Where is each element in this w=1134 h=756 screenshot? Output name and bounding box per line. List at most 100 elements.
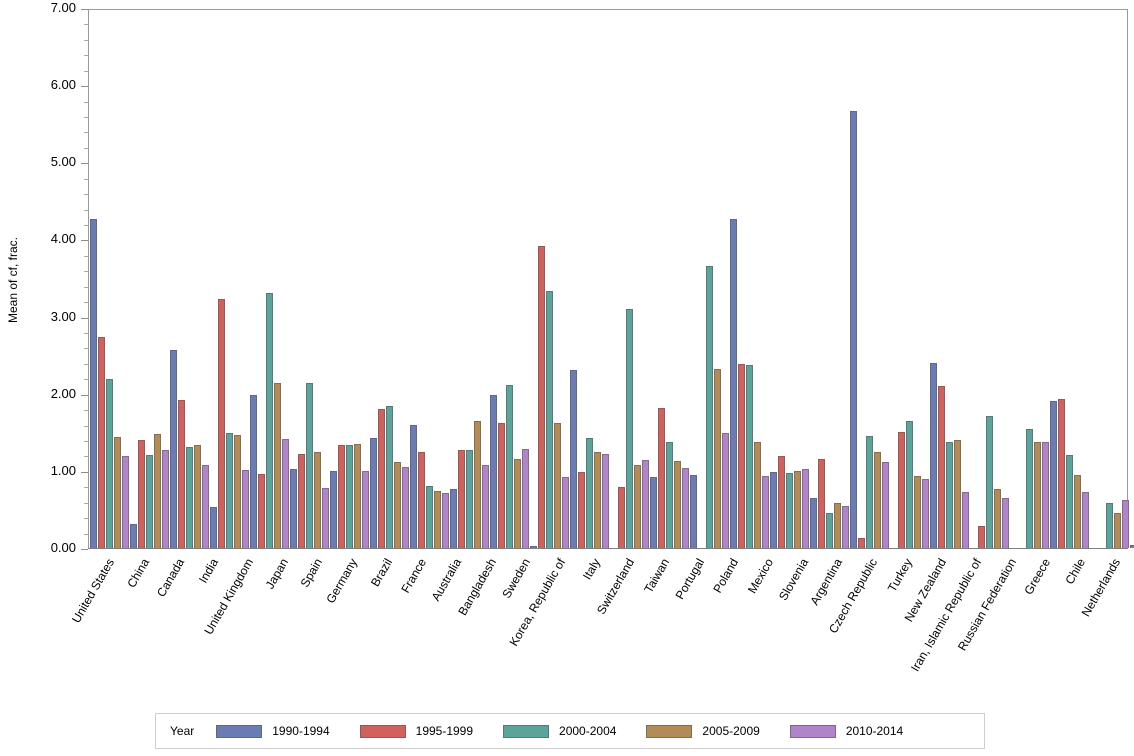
- bar[interactable]: [689, 474, 697, 548]
- bar[interactable]: [713, 369, 721, 548]
- bar[interactable]: [929, 362, 937, 548]
- legend-item[interactable]: 1990-1994: [216, 724, 330, 738]
- bar[interactable]: [665, 441, 673, 548]
- bar[interactable]: [737, 364, 745, 548]
- bar[interactable]: [313, 452, 321, 548]
- bar[interactable]: [705, 266, 713, 548]
- bar[interactable]: [393, 461, 401, 548]
- bar[interactable]: [161, 450, 169, 548]
- bar[interactable]: [241, 470, 249, 548]
- bar[interactable]: [729, 219, 737, 548]
- bar[interactable]: [153, 433, 161, 548]
- bar[interactable]: [97, 336, 105, 548]
- bar[interactable]: [657, 407, 665, 548]
- bar[interactable]: [801, 468, 809, 548]
- bar[interactable]: [209, 507, 217, 548]
- bar[interactable]: [1025, 429, 1033, 548]
- bar[interactable]: [561, 477, 569, 548]
- bar[interactable]: [945, 442, 953, 548]
- bar[interactable]: [993, 488, 1001, 548]
- bar[interactable]: [505, 385, 513, 548]
- bar[interactable]: [473, 420, 481, 548]
- bar[interactable]: [593, 451, 601, 548]
- bar[interactable]: [1065, 454, 1073, 548]
- bar[interactable]: [481, 465, 489, 548]
- bar[interactable]: [425, 486, 433, 548]
- bar[interactable]: [1073, 474, 1081, 548]
- bar[interactable]: [753, 441, 761, 548]
- bar[interactable]: [193, 445, 201, 548]
- bar[interactable]: [177, 399, 185, 548]
- bar[interactable]: [249, 394, 257, 548]
- bar[interactable]: [185, 446, 193, 548]
- bar[interactable]: [825, 513, 833, 548]
- bar[interactable]: [1041, 442, 1049, 548]
- bar[interactable]: [273, 382, 281, 548]
- bar[interactable]: [385, 406, 393, 548]
- bar[interactable]: [337, 444, 345, 548]
- bar[interactable]: [857, 537, 865, 548]
- legend-item[interactable]: 2000-2004: [503, 724, 616, 738]
- bar[interactable]: [849, 110, 857, 548]
- bar[interactable]: [1033, 441, 1041, 548]
- bar[interactable]: [297, 453, 305, 548]
- bar[interactable]: [105, 379, 113, 548]
- bar[interactable]: [1057, 399, 1065, 548]
- bar[interactable]: [217, 298, 225, 548]
- bar[interactable]: [497, 423, 505, 548]
- bar[interactable]: [449, 489, 457, 548]
- bar[interactable]: [257, 473, 265, 548]
- bar[interactable]: [489, 394, 497, 548]
- bar[interactable]: [265, 292, 273, 548]
- bar[interactable]: [633, 465, 641, 548]
- bar[interactable]: [961, 491, 969, 548]
- bar[interactable]: [1001, 497, 1009, 548]
- bar[interactable]: [129, 524, 137, 548]
- bar[interactable]: [921, 478, 929, 548]
- bar[interactable]: [977, 525, 985, 548]
- bar[interactable]: [569, 369, 577, 548]
- legend-item[interactable]: 1995-1999: [359, 724, 473, 738]
- bar[interactable]: [441, 493, 449, 548]
- bar[interactable]: [601, 453, 609, 548]
- bar[interactable]: [1129, 544, 1134, 548]
- bar[interactable]: [169, 349, 177, 548]
- bar[interactable]: [833, 503, 841, 548]
- bar[interactable]: [777, 456, 785, 548]
- bar[interactable]: [841, 505, 849, 548]
- bar[interactable]: [433, 490, 441, 548]
- bar[interactable]: [873, 451, 881, 548]
- bar[interactable]: [649, 477, 657, 548]
- bar[interactable]: [289, 469, 297, 548]
- bar[interactable]: [321, 487, 329, 548]
- bar[interactable]: [585, 437, 593, 548]
- bar[interactable]: [225, 433, 233, 548]
- bar[interactable]: [121, 456, 129, 548]
- bar[interactable]: [305, 382, 313, 548]
- bar[interactable]: [641, 460, 649, 548]
- bar[interactable]: [521, 449, 529, 548]
- bar[interactable]: [681, 467, 689, 548]
- bar[interactable]: [721, 433, 729, 548]
- bar[interactable]: [953, 440, 961, 548]
- bar[interactable]: [745, 365, 753, 548]
- bar[interactable]: [369, 437, 377, 548]
- bar[interactable]: [673, 460, 681, 548]
- bar[interactable]: [201, 464, 209, 548]
- bar[interactable]: [329, 470, 337, 548]
- bar[interactable]: [617, 487, 625, 548]
- bar[interactable]: [353, 443, 361, 548]
- legend-item[interactable]: 2010-2014: [789, 724, 903, 738]
- bar[interactable]: [545, 291, 553, 548]
- bar[interactable]: [785, 473, 793, 548]
- bar[interactable]: [769, 472, 777, 548]
- bar[interactable]: [905, 420, 913, 548]
- bar[interactable]: [377, 409, 385, 548]
- bar[interactable]: [417, 451, 425, 548]
- bar[interactable]: [233, 434, 241, 548]
- bar[interactable]: [881, 461, 889, 548]
- bar[interactable]: [281, 439, 289, 548]
- bar[interactable]: [809, 497, 817, 548]
- bar[interactable]: [577, 472, 585, 548]
- bar[interactable]: [761, 476, 769, 548]
